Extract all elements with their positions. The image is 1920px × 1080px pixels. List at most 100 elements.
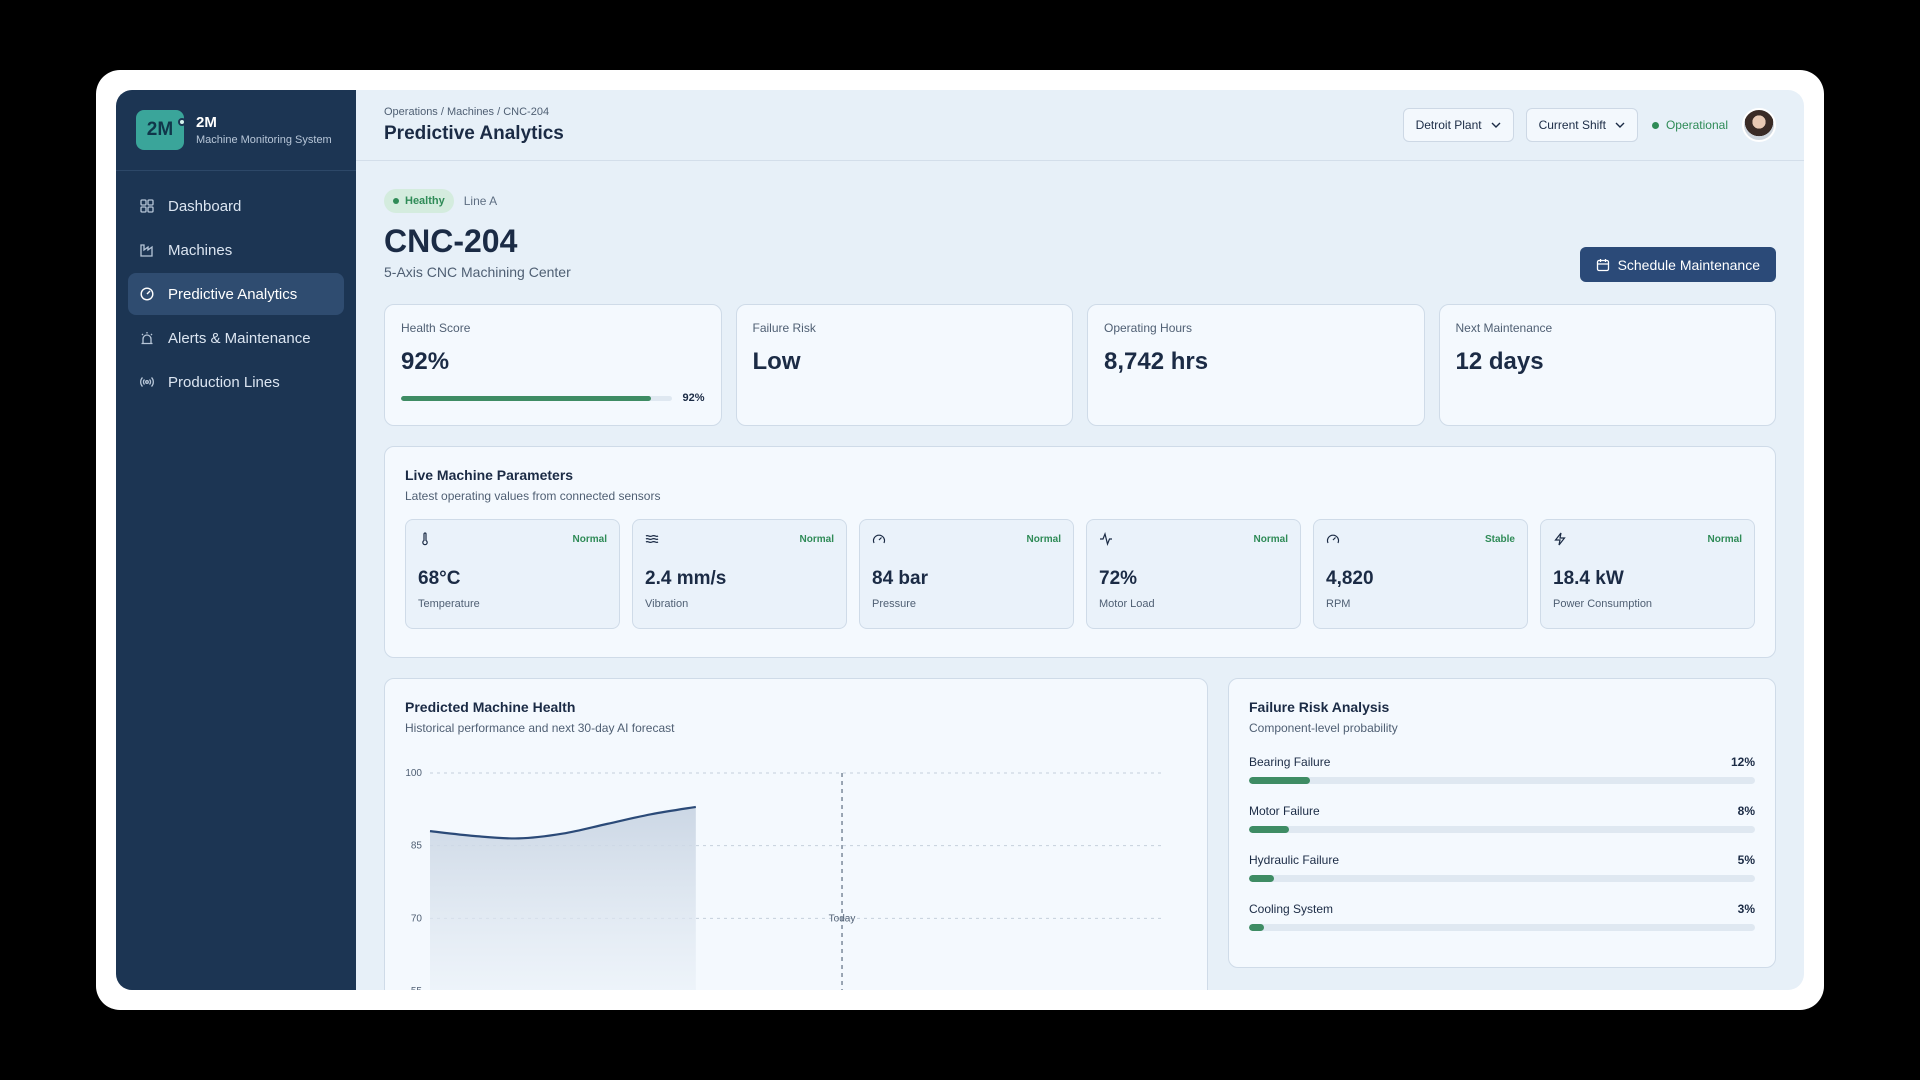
risk-name: Hydraulic Failure [1249,853,1340,867]
kpi-operating-hours: Operating Hours 8,742 hrs [1087,304,1425,426]
param-label: RPM [1326,598,1351,610]
waves-icon [645,534,659,544]
param-status: Normal [1026,533,1061,545]
health-progress-track [401,395,673,401]
risk-name: Cooling System [1249,902,1334,916]
line-label: Line A [463,194,498,208]
status-badge: Healthy [384,189,454,213]
schedule-maintenance-button[interactable]: Schedule Maintenance [1579,247,1776,282]
kpi-value: Low [752,348,801,375]
shift-select-value: Current Shift [1538,118,1606,132]
param-label: Motor Load [1099,598,1155,610]
calendar-icon [1596,258,1609,271]
risk-bar-fill [1249,924,1265,931]
app: 2M 2M Machine Monitoring System Dashboar… [116,90,1804,990]
param-status: Normal [799,533,834,545]
sidebar-item-machines[interactable]: Machines [128,229,344,271]
thermometer-icon [422,532,428,546]
param-value: 4,820 [1326,568,1374,589]
param-card-rpm[interactable]: Stable 4,820 RPM [1313,519,1528,629]
health-progress-fill [401,395,651,401]
param-status: Stable [1484,533,1515,545]
live-parameters-panel: Live Machine Parameters Latest operating… [384,446,1776,658]
chevron-down-icon [1615,122,1625,128]
today-label: Today [829,913,856,924]
grid-icon [140,199,154,213]
risk-percent: 8% [1737,804,1755,818]
sidebar-item-dashboard[interactable]: Dashboard [128,185,344,227]
sidebar-item-predictive-analytics[interactable]: Predictive Analytics [128,273,344,315]
plant-select-value: Detroit Plant [1415,118,1482,132]
brand-logo: 2M [136,110,186,150]
bolt-icon [1554,532,1566,546]
risk-item-hydraulic: Hydraulic Failure 5% [1249,853,1755,882]
param-value: 68°C [418,568,461,589]
param-card-power-consumption[interactable]: Normal 18.4 kW Power Consumption [1540,519,1755,629]
health-area [430,806,696,990]
sidebar-nav: Dashboard Machines Predictive Analytics … [116,171,356,419]
brand-name: 2M [196,114,217,131]
sidebar-item-production-lines[interactable]: Production Lines [128,361,344,403]
plant-select[interactable]: Detroit Plant [1402,108,1514,142]
param-value: 18.4 kW [1553,568,1624,589]
failure-risk-panel: Failure Risk Analysis Component-level pr… [1228,678,1776,968]
sidebar-item-label: Production Lines [168,373,280,391]
panel-subtitle: Historical performance and next 30-day A… [405,721,675,735]
param-label: Temperature [418,598,480,610]
kpi-label: Next Maintenance [1455,321,1553,335]
risk-percent: 5% [1737,853,1755,867]
param-status: Normal [1253,533,1288,545]
risk-percent: 3% [1737,902,1755,916]
kpi-health-score: Health Score 92% 92% [384,304,722,426]
kpi-label: Failure Risk [752,321,816,335]
risk-bar-fill [1249,826,1290,833]
sidebar-item-label: Dashboard [168,197,242,215]
health-progress-value: 92% [682,392,705,404]
gauge-icon [872,534,886,544]
risk-name: Motor Failure [1249,804,1320,818]
breadcrumb[interactable]: Operations / Machines / CNC-204 [384,105,550,118]
panel-title: Live Machine Parameters [405,467,574,483]
alarm-icon [140,331,154,345]
health-chart: 100 85 70 55 Today [405,768,1161,990]
param-card-pressure[interactable]: Normal 84 bar Pressure [859,519,1074,629]
top-header: Operations / Machines / CNC-204 Predicti… [356,90,1804,161]
sidebar-item-label: Machines [168,241,233,259]
sidebar-item-label: Predictive Analytics [168,285,298,303]
param-value: 84 bar [872,568,928,589]
status-dot-icon [1651,121,1659,129]
kpi-value: 8,742 hrs [1104,348,1209,375]
avatar[interactable] [1742,108,1776,142]
brand: 2M 2M Machine Monitoring System [116,90,356,171]
panel-subtitle: Component-level probability [1249,721,1398,735]
param-card-temperature[interactable]: Normal 68°C Temperature [405,519,620,629]
shift-select[interactable]: Current Shift [1525,108,1638,142]
chevron-down-icon [1491,122,1501,128]
kpi-next-maintenance: Next Maintenance 12 days [1438,304,1776,426]
sidebar-item-alerts-maintenance[interactable]: Alerts & Maintenance [128,317,344,359]
gauge-icon [1326,534,1340,544]
param-card-motor-load[interactable]: Normal 72% Motor Load [1086,519,1301,629]
window-frame: 2M 2M Machine Monitoring System Dashboar… [96,70,1824,1010]
predicted-health-panel: Predicted Machine Health Historical perf… [384,678,1208,990]
status-text: Operational [1665,118,1728,132]
param-value: 2.4 mm/s [645,568,727,589]
main-area: Operations / Machines / CNC-204 Predicti… [356,90,1804,990]
risk-name: Bearing Failure [1249,755,1331,769]
param-label: Pressure [872,598,917,610]
risk-bar-fill [1249,777,1310,784]
brand-logo-text: 2M [146,119,174,140]
risk-item-cooling: Cooling System 3% [1249,902,1755,931]
y-tick-label: 70 [411,913,423,924]
param-value: 72% [1099,568,1138,589]
pulse-icon [1100,532,1112,546]
risk-item-motor: Motor Failure 8% [1249,804,1755,833]
kpi-value: 12 days [1455,348,1544,375]
param-card-vibration[interactable]: Normal 2.4 mm/s Vibration [632,519,847,629]
panel-title: Failure Risk Analysis [1249,699,1390,715]
kpi-label: Operating Hours [1104,321,1193,335]
risk-bar-track [1249,875,1755,882]
kpi-label: Health Score [401,321,471,335]
sidebar-item-label: Alerts & Maintenance [168,329,311,347]
y-tick-label: 100 [405,768,422,779]
